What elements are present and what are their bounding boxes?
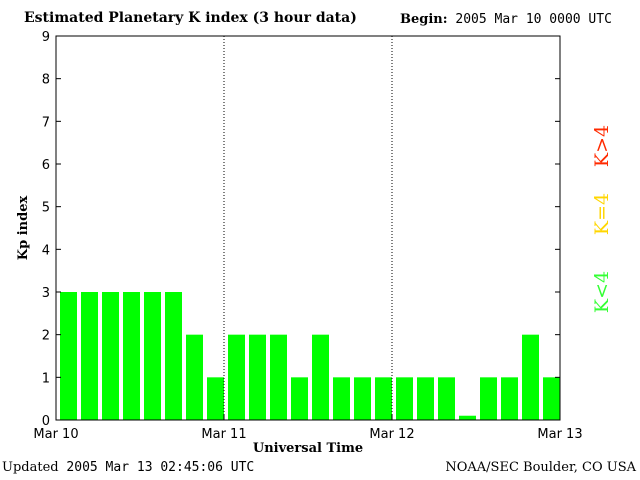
- begin-value: 2005 Mar 10 0000 UTC: [455, 12, 612, 27]
- bar-15: [375, 377, 392, 420]
- day-separators: [223, 36, 393, 420]
- legend-item-0: K>4: [591, 125, 613, 167]
- updated-label: Updated: [2, 460, 59, 475]
- x-tick-label-3: Mar 13: [537, 427, 582, 442]
- x-ticks: Mar 10 Mar 11 Mar 12 Mar 13: [33, 415, 583, 442]
- bar-4: [144, 292, 161, 420]
- begin-label: Begin:: [400, 12, 448, 27]
- bars-group: [60, 292, 560, 420]
- plot-frame: [55, 35, 561, 421]
- credit-text: NOAA/SEC Boulder, CO USA: [445, 460, 636, 475]
- bar-10: [270, 334, 287, 420]
- y-tick-label-4: 4: [42, 243, 50, 258]
- bar-1: [81, 292, 98, 420]
- bar-16: [396, 377, 413, 420]
- bar-2: [102, 292, 119, 420]
- y-tick-label-9: 9: [42, 30, 50, 45]
- x-tick-label-2: Mar 12: [369, 427, 414, 442]
- legend-item-2: K<4: [591, 271, 613, 313]
- y-tick-label-7: 7: [42, 115, 50, 130]
- bar-9: [249, 334, 266, 420]
- x-axis-title: Universal Time: [253, 441, 363, 456]
- y-tick-label-5: 5: [42, 201, 50, 216]
- bar-21: [501, 377, 518, 420]
- bar-0: [60, 292, 77, 420]
- updated-info: Updated 2005 Mar 13 02:45:06 UTC: [2, 460, 254, 475]
- bar-12: [312, 334, 329, 420]
- bar-19: [459, 415, 476, 420]
- bar-23: [543, 377, 560, 420]
- x-tick-label-0: Mar 10: [33, 427, 78, 442]
- bar-22: [522, 334, 539, 420]
- y-tick-label-8: 8: [42, 73, 50, 88]
- begin-info: Begin: 2005 Mar 10 0000 UTC: [400, 12, 612, 27]
- updated-value: 2005 Mar 13 02:45:06 UTC: [66, 460, 255, 475]
- chart-title: Estimated Planetary K index (3 hour data…: [24, 10, 357, 26]
- bar-8: [228, 334, 245, 420]
- y-tick-label-1: 1: [42, 371, 50, 386]
- y-tick-label-0: 0: [42, 414, 50, 429]
- bar-20: [480, 377, 497, 420]
- y-axis-title: Kp index: [16, 196, 31, 261]
- bar-6: [186, 334, 203, 420]
- y-tick-label-3: 3: [42, 286, 50, 301]
- bar-11: [291, 377, 308, 420]
- bar-14: [354, 377, 371, 420]
- bar-13: [333, 377, 350, 420]
- bar-3: [123, 292, 140, 420]
- y-tick-label-6: 6: [42, 158, 50, 173]
- bar-17: [417, 377, 434, 420]
- bar-18: [438, 377, 455, 420]
- y-tick-label-2: 2: [42, 329, 50, 344]
- legend: K>4 K=4 K<4: [591, 125, 613, 313]
- bar-7: [207, 377, 224, 420]
- y-ticks: 0 1 2 3 4 5 6 7 8 9: [42, 30, 560, 429]
- x-tick-label-1: Mar 11: [201, 427, 246, 442]
- legend-item-1: K=4: [591, 193, 613, 235]
- bar-5: [165, 292, 182, 420]
